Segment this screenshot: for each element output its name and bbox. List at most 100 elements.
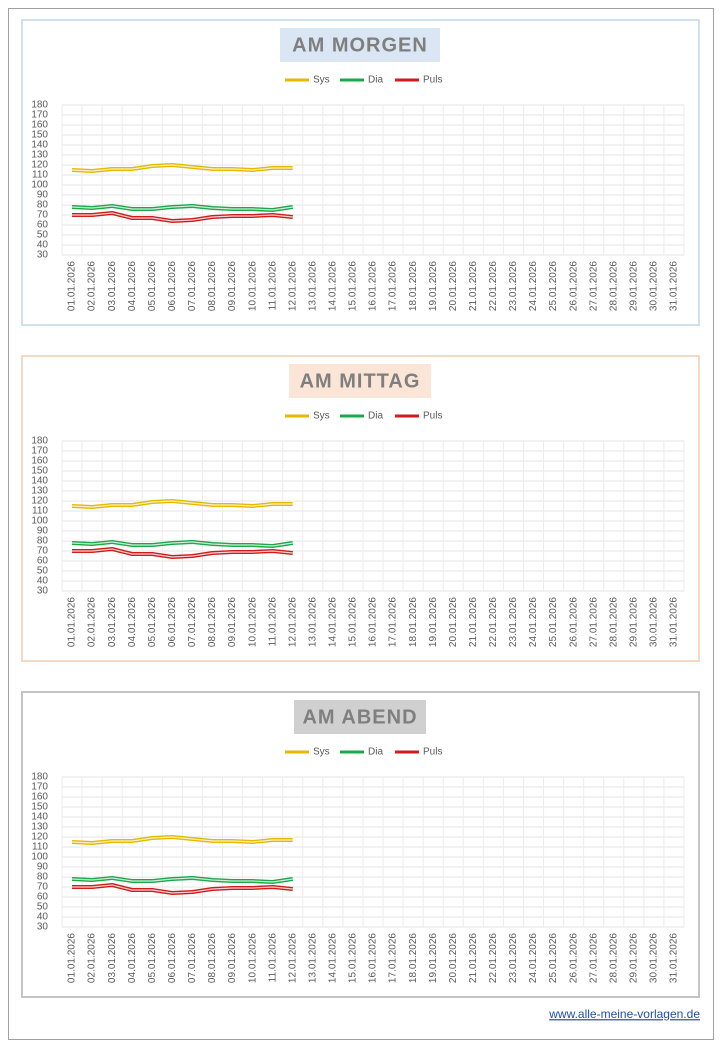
x-tick-label: 11.01.2026 <box>267 261 278 311</box>
y-tick-label: 150 <box>31 130 48 141</box>
x-tick-label: 02.01.2026 <box>87 597 98 647</box>
x-tick-label: 16.01.2026 <box>368 261 379 311</box>
y-tick-label: 180 <box>31 100 48 111</box>
x-tick-label: 04.01.2026 <box>127 933 138 983</box>
y-tick-label: 130 <box>31 486 48 497</box>
x-tick-label: 31.01.2026 <box>669 261 680 311</box>
x-tick-label: 15.01.2026 <box>348 597 359 647</box>
legend-label: Puls <box>423 747 442 758</box>
title-background <box>280 28 440 62</box>
x-tick-label: 21.01.2026 <box>468 261 479 311</box>
x-tick-label: 24.01.2026 <box>528 597 539 647</box>
x-tick-label: 06.01.2026 <box>167 933 178 983</box>
x-tick-label: 10.01.2026 <box>247 597 258 647</box>
legend-label: Sys <box>313 411 330 422</box>
x-tick-label: 24.01.2026 <box>528 261 539 311</box>
y-tick-label: 60 <box>37 220 49 231</box>
x-tick-label: 12.01.2026 <box>287 261 298 311</box>
x-tick-label: 02.01.2026 <box>87 261 98 311</box>
x-tick-label: 30.01.2026 <box>649 933 660 983</box>
x-tick-label: 26.01.2026 <box>568 933 579 983</box>
y-tick-label: 40 <box>37 240 49 251</box>
x-tick-label: 30.01.2026 <box>649 597 660 647</box>
y-tick-label: 80 <box>37 536 49 547</box>
y-tick-label: 150 <box>31 802 48 813</box>
x-tick-label: 13.01.2026 <box>307 261 318 311</box>
y-tick-label: 170 <box>31 782 48 793</box>
y-tick-label: 110 <box>32 170 48 181</box>
x-tick-label: 19.01.2026 <box>428 933 439 983</box>
x-tick-label: 09.01.2026 <box>227 597 238 647</box>
y-tick-label: 60 <box>37 556 49 567</box>
x-tick-label: 11.01.2026 <box>267 933 278 983</box>
y-tick-label: 30 <box>37 250 49 261</box>
x-tick-label: 17.01.2026 <box>388 597 399 647</box>
series-line-highlight <box>72 500 293 508</box>
footer-link[interactable]: www.alle-meine-vorlagen.de <box>548 1007 700 1021</box>
x-tick-label: 29.01.2026 <box>628 261 639 311</box>
y-tick-label: 140 <box>31 140 48 151</box>
y-tick-label: 130 <box>31 150 48 161</box>
y-tick-label: 120 <box>31 832 48 843</box>
y-tick-label: 100 <box>31 516 48 527</box>
x-tick-label: 01.01.2026 <box>67 261 78 311</box>
y-tick-label: 150 <box>31 466 48 477</box>
x-tick-label: 29.01.2026 <box>628 933 639 983</box>
x-tick-label: 13.01.2026 <box>307 933 318 983</box>
y-tick-label: 160 <box>31 792 48 803</box>
x-tick-label: 25.01.2026 <box>548 933 559 983</box>
y-tick-label: 80 <box>37 872 49 883</box>
x-tick-label: 03.01.2026 <box>107 933 118 983</box>
legend-label: Sys <box>313 747 330 758</box>
x-tick-label: 23.01.2026 <box>508 597 519 647</box>
x-tick-label: 29.01.2026 <box>628 597 639 647</box>
x-tick-label: 19.01.2026 <box>428 261 439 311</box>
x-tick-label: 01.01.2026 <box>67 933 78 983</box>
y-tick-label: 70 <box>37 546 49 557</box>
y-tick-label: 180 <box>31 436 48 447</box>
series-line-highlight <box>72 548 293 558</box>
y-tick-label: 70 <box>37 210 49 221</box>
x-tick-label: 18.01.2026 <box>408 597 419 647</box>
y-tick-label: 130 <box>31 822 48 833</box>
y-tick-label: 40 <box>37 576 49 587</box>
chart-title: AM MITTAG <box>300 370 421 392</box>
x-tick-label: 08.01.2026 <box>207 261 218 311</box>
x-tick-label: 05.01.2026 <box>147 597 158 647</box>
y-tick-label: 110 <box>32 506 48 517</box>
x-tick-label: 03.01.2026 <box>107 597 118 647</box>
series-line-highlight <box>72 212 293 222</box>
x-tick-label: 14.01.2026 <box>328 261 339 311</box>
y-tick-label: 30 <box>37 922 49 933</box>
series-line-highlight <box>72 164 293 172</box>
x-tick-label: 31.01.2026 <box>669 933 680 983</box>
title-background <box>294 700 426 734</box>
legend-label: Dia <box>368 411 383 422</box>
chart-frame <box>21 19 700 326</box>
y-tick-label: 110 <box>32 842 48 853</box>
x-tick-label: 28.01.2026 <box>608 933 619 983</box>
x-tick-label: 31.01.2026 <box>669 597 680 647</box>
x-tick-label: 10.01.2026 <box>247 933 258 983</box>
x-tick-label: 14.01.2026 <box>328 933 339 983</box>
y-tick-label: 50 <box>37 566 49 577</box>
x-tick-label: 24.01.2026 <box>528 933 539 983</box>
x-tick-label: 03.01.2026 <box>107 261 118 311</box>
series-line-highlight <box>72 877 293 883</box>
x-tick-label: 11.01.2026 <box>267 597 278 647</box>
y-tick-label: 100 <box>31 180 48 191</box>
x-tick-label: 06.01.2026 <box>167 597 178 647</box>
x-tick-label: 15.01.2026 <box>348 261 359 311</box>
legend-label: Puls <box>423 75 442 86</box>
y-tick-label: 50 <box>37 230 49 241</box>
series-line-highlight <box>72 884 293 894</box>
x-tick-label: 07.01.2026 <box>187 597 198 647</box>
x-tick-label: 16.01.2026 <box>368 597 379 647</box>
legend-label: Puls <box>423 411 442 422</box>
x-tick-label: 15.01.2026 <box>348 933 359 983</box>
x-tick-label: 17.01.2026 <box>388 261 399 311</box>
x-tick-label: 30.01.2026 <box>649 261 660 311</box>
x-tick-label: 23.01.2026 <box>508 933 519 983</box>
y-tick-label: 170 <box>31 110 48 121</box>
